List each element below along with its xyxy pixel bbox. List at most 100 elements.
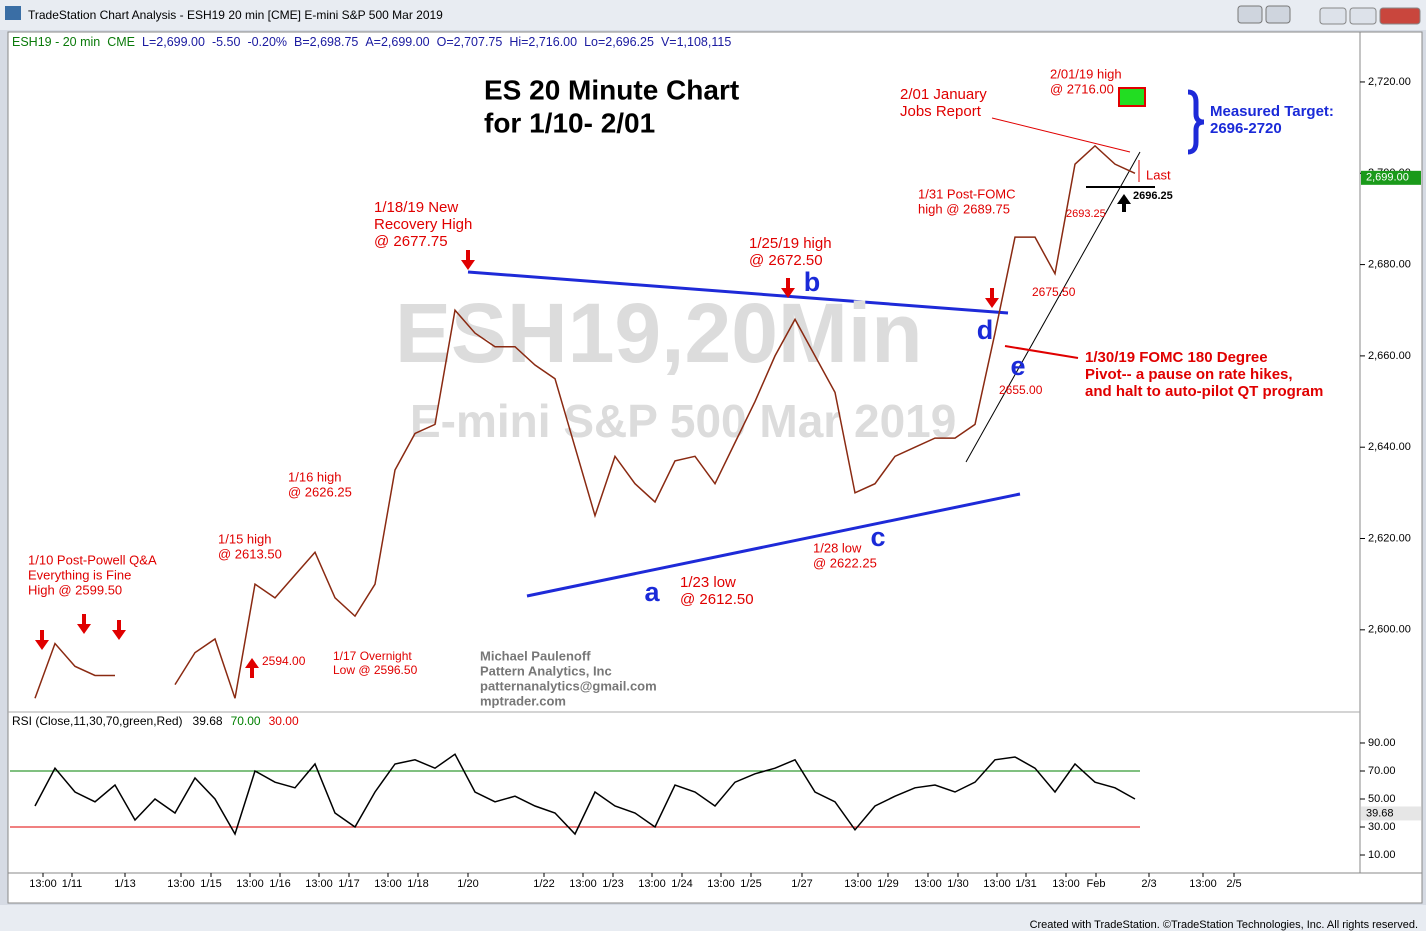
rsi-level-label: 30.00 bbox=[269, 714, 299, 728]
up-arrow bbox=[1117, 194, 1131, 212]
annotation: high @ 2689.75 bbox=[918, 201, 1010, 216]
rsi-title: RSI (Close,11,30,70,green,Red) 39.68 70.00… bbox=[12, 714, 299, 728]
annotation: 2696-2720 bbox=[1210, 120, 1282, 137]
down-arrow bbox=[461, 250, 475, 270]
y-tick-label: 2,720.00 bbox=[1368, 76, 1411, 88]
wave-label: b bbox=[804, 267, 821, 297]
rsi-level-label: 70.00 bbox=[231, 714, 261, 728]
annotation: 1/23 low bbox=[680, 574, 736, 591]
last-value-label: 39.68 bbox=[1366, 807, 1394, 819]
x-tick-label: 1/17 bbox=[338, 878, 359, 890]
s-button[interactable] bbox=[1237, 5, 1263, 24]
annotation: @ 2612.50 bbox=[680, 591, 754, 608]
minimize-button[interactable] bbox=[1319, 7, 1347, 25]
chart-title: ES 20 Minute Chart bbox=[484, 74, 739, 105]
close-button[interactable] bbox=[1379, 7, 1421, 25]
x-tick-label: 1/11 bbox=[62, 878, 83, 890]
annotation: Pivot-- a pause on rate hikes, bbox=[1085, 366, 1293, 383]
annotation: Low @ 2596.50 bbox=[333, 663, 418, 677]
annotation: 1/17 Overnight bbox=[333, 649, 412, 663]
app-icon bbox=[5, 6, 21, 20]
x-tick-label: 13:00 bbox=[844, 878, 872, 890]
y-tick-label: 2,600.00 bbox=[1368, 624, 1411, 636]
x-tick-label: 13:00 bbox=[1052, 878, 1080, 890]
x-tick-label: 1/15 bbox=[200, 878, 221, 890]
annotation: @ 2716.00 bbox=[1050, 81, 1114, 96]
y-tick-label: 10.00 bbox=[1368, 849, 1396, 861]
x-tick-label: 13:00 bbox=[707, 878, 735, 890]
trendline bbox=[965, 151, 1141, 463]
pointer-line bbox=[991, 117, 1131, 153]
x-tick-label: 13:00 bbox=[638, 878, 666, 890]
wave-label: e bbox=[1010, 351, 1025, 381]
window-title: TradeStation Chart Analysis - ESH19 20 m… bbox=[28, 8, 443, 22]
drawings bbox=[35, 87, 1205, 678]
credit: Michael Paulenoff bbox=[480, 648, 591, 663]
info-item: -5.50 bbox=[212, 35, 241, 49]
annotation: and halt to auto-pilot QT program bbox=[1085, 383, 1323, 400]
annotation: 2693.25 bbox=[1066, 208, 1106, 220]
up-arrow bbox=[245, 658, 259, 678]
x-tick-label: 1/16 bbox=[269, 878, 290, 890]
x-tick-label: 13:00 bbox=[29, 878, 57, 890]
watermark: ESH19,20Min bbox=[395, 286, 923, 380]
down-arrow bbox=[985, 288, 999, 308]
annotation: 2655.00 bbox=[999, 383, 1043, 397]
credit: mptrader.com bbox=[480, 693, 566, 708]
x-tick-label: 1/30 bbox=[947, 878, 968, 890]
wave-label: d bbox=[977, 315, 994, 345]
info-item: L=2,699.00 bbox=[142, 35, 205, 49]
annotation: Measured Target: bbox=[1210, 103, 1334, 120]
info-item: O=2,707.75 bbox=[437, 35, 503, 49]
x-tick-label: 1/13 bbox=[114, 878, 135, 890]
annotation: @ 2622.25 bbox=[813, 555, 877, 570]
annotation: @ 2672.50 bbox=[749, 252, 823, 269]
info-item: V=1,108,115 bbox=[661, 35, 731, 49]
y-tick-label: 2,620.00 bbox=[1368, 532, 1411, 544]
series-line bbox=[34, 144, 1136, 699]
annotation: 1/28 low bbox=[813, 540, 862, 555]
x-tick-label: 1/31 bbox=[1015, 878, 1036, 890]
wave-label: c bbox=[870, 522, 885, 552]
info-item: -0.20% bbox=[247, 35, 287, 49]
annotation: 1/10 Post-Powell Q&A bbox=[28, 552, 157, 567]
info-line: ESH19 - 20 min CME L=2,699.00 -5.50 -0.20% B=… bbox=[12, 35, 731, 49]
y-tick-label: 70.00 bbox=[1368, 765, 1396, 777]
credit: Pattern Analytics, Inc bbox=[480, 663, 612, 678]
series-line bbox=[34, 753, 1136, 836]
info-item: B=2,698.75 bbox=[294, 35, 358, 49]
annotation: @ 2677.75 bbox=[374, 233, 448, 250]
y-tick-label: 90.00 bbox=[1368, 737, 1396, 749]
credit: patternanalytics@gmail.com bbox=[480, 678, 657, 693]
rsi-name: RSI (Close,11,30,70,green,Red) bbox=[12, 714, 183, 728]
x-tick-label: 2/5 bbox=[1226, 878, 1241, 890]
settings-button[interactable] bbox=[1265, 5, 1291, 24]
target-box bbox=[1118, 87, 1146, 107]
annotation: 2594.00 bbox=[262, 654, 306, 668]
x-tick-label: 13:00 bbox=[305, 878, 333, 890]
watermark: E-mini S&P 500 Mar 2019 bbox=[410, 395, 956, 447]
down-arrow bbox=[112, 620, 126, 640]
pointer-line bbox=[1004, 345, 1079, 359]
down-arrow bbox=[781, 278, 795, 298]
maximize-button[interactable] bbox=[1349, 7, 1377, 25]
chart-title: for 1/10- 2/01 bbox=[484, 107, 655, 138]
x-tick-label: Feb bbox=[1087, 878, 1106, 890]
down-arrow bbox=[35, 630, 49, 650]
annotation: @ 2613.50 bbox=[218, 546, 282, 561]
x-tick-label: 13:00 bbox=[167, 878, 195, 890]
info-item: Hi=2,716.00 bbox=[509, 35, 577, 49]
footer: Created with TradeStation. ©TradeStation… bbox=[1030, 919, 1418, 931]
x-tick-label: 13:00 bbox=[374, 878, 402, 890]
rsi-last: 39.68 bbox=[193, 714, 223, 728]
x-tick-label: 13:00 bbox=[236, 878, 264, 890]
chart-area bbox=[7, 31, 1423, 904]
y-tick-label: 2,640.00 bbox=[1368, 441, 1411, 453]
annotation: 1/31 Post-FOMC bbox=[918, 186, 1016, 201]
last-value-label: 2,699.00 bbox=[1366, 172, 1409, 184]
brace bbox=[1187, 89, 1205, 155]
annotation: 1/25/19 high bbox=[749, 235, 832, 252]
annotation: Jobs Report bbox=[900, 103, 982, 120]
